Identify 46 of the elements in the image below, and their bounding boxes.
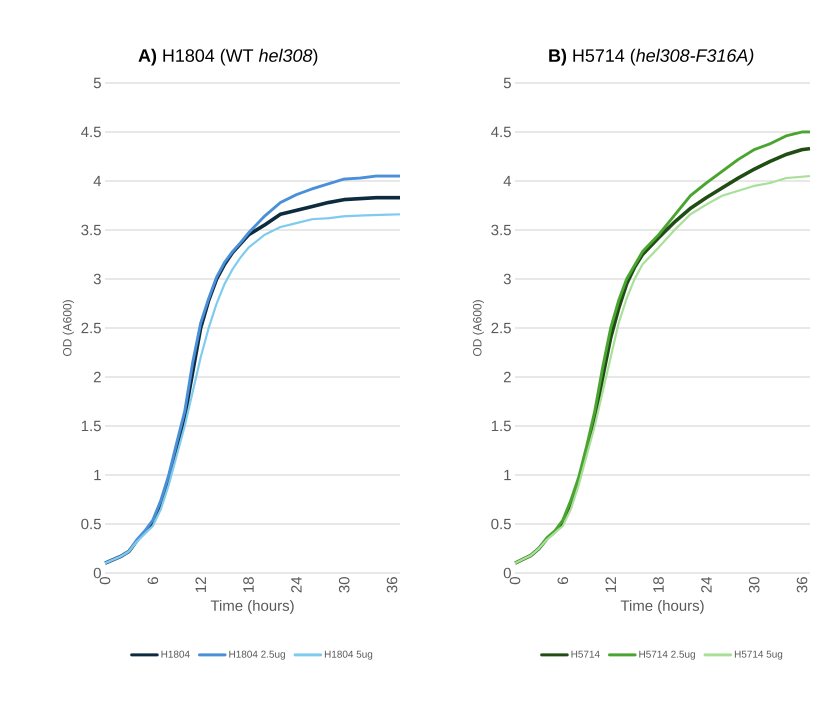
y-tick-label: 0.5	[491, 518, 511, 530]
x-tick-label: 0	[100, 577, 110, 584]
y-tick-label: 2	[504, 372, 511, 382]
x-tick-label: 0	[510, 577, 520, 584]
chart-title: B) H5714 (hel308-F316A)	[549, 48, 754, 66]
y-tick-label: 3.5	[81, 224, 101, 236]
y-tick-label: 4	[504, 176, 512, 186]
x-tick-label: 18	[243, 577, 254, 592]
legend-label: H1804	[161, 650, 190, 658]
x-axis-title: Time (hours)	[620, 600, 704, 614]
y-axis-title: OD (A600)	[472, 300, 484, 356]
x-tick-label: 18	[653, 577, 664, 592]
x-tick-label: 6	[148, 577, 158, 584]
y-tick-label: 3	[504, 274, 511, 284]
legend-label: H5714	[572, 650, 600, 658]
legend-label: H1804 2.5ug	[229, 650, 285, 660]
x-tick-label: 30	[338, 577, 350, 593]
chart-title: A) H1804 (WT hel308)	[138, 48, 318, 66]
legend-label: H5714 5ug	[734, 650, 782, 660]
x-tick-label: 24	[701, 576, 712, 592]
y-tick-label: 5	[94, 78, 101, 88]
y-tick-label: 5	[504, 78, 511, 88]
x-tick-label: 30	[748, 577, 760, 593]
y-tick-label: 2.5	[491, 322, 511, 334]
y-tick-label: 1	[504, 470, 511, 480]
y-tick-label: 3.5	[491, 224, 511, 236]
x-axis-title: Time (hours)	[210, 600, 294, 614]
x-tick-label: 12	[605, 577, 616, 592]
legend-label: H1804 5ug	[324, 650, 372, 660]
x-tick-label: 12	[195, 577, 206, 592]
x-tick-label: 36	[386, 577, 398, 593]
y-tick-label: 4.5	[81, 126, 101, 138]
y-tick-label: 4.5	[491, 126, 511, 138]
y-tick-label: 4	[94, 176, 102, 186]
y-tick-label: 1.5	[492, 420, 511, 432]
x-tick-label: 24	[291, 576, 302, 592]
y-tick-label: 1	[94, 470, 101, 480]
legend-label: H5714 2.5ug	[639, 650, 695, 660]
x-tick-label: 6	[558, 577, 568, 584]
y-axis-title: OD (A600)	[62, 300, 74, 356]
y-tick-label: 2	[94, 372, 101, 382]
y-tick-label: 2.5	[81, 322, 101, 334]
y-tick-label: 1.5	[82, 420, 101, 432]
x-tick-label: 36	[796, 577, 808, 593]
y-tick-label: 0.5	[81, 518, 101, 530]
y-tick-label: 3	[94, 274, 101, 284]
